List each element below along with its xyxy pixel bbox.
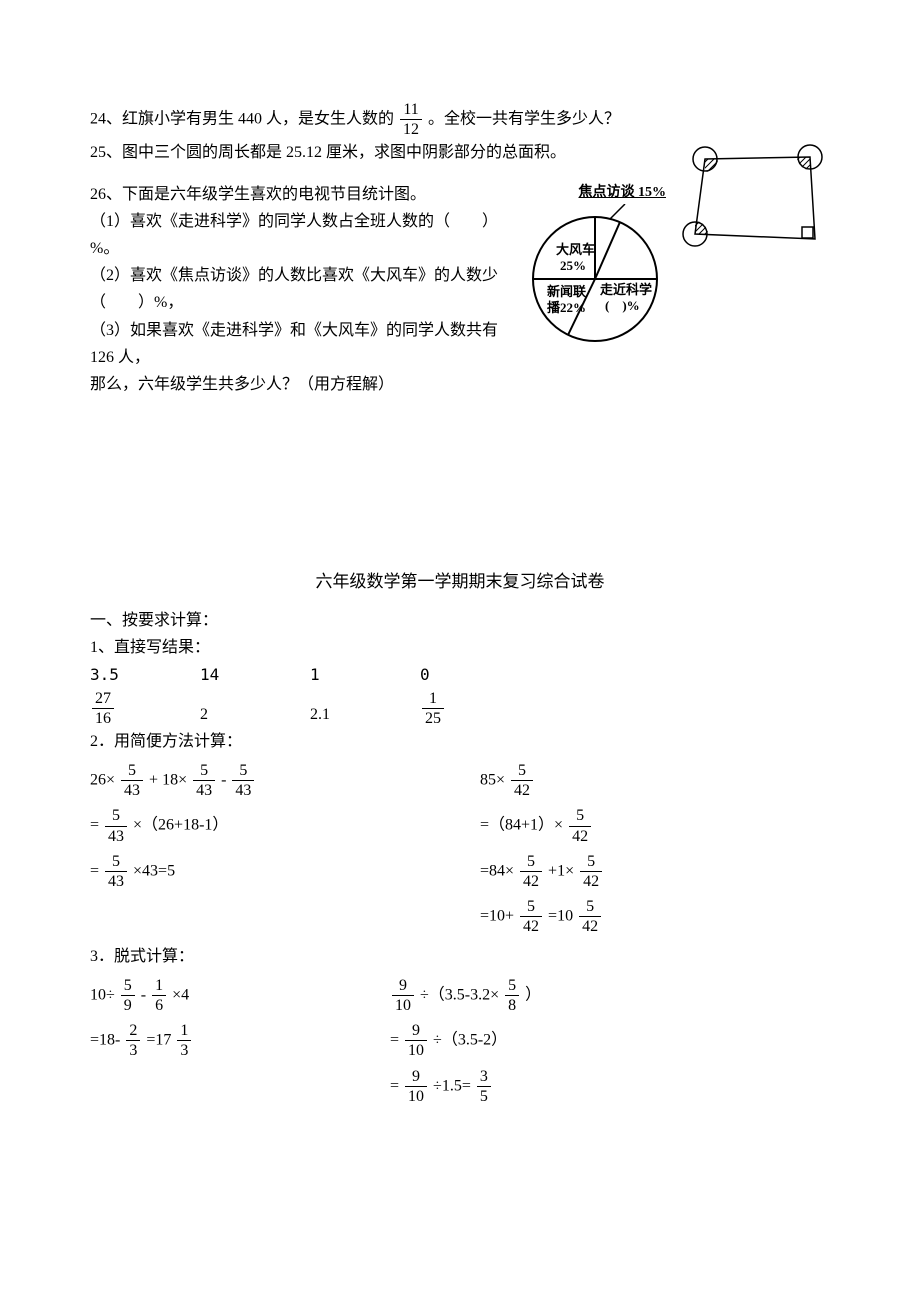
pie-title: 焦点访谈 15% bbox=[579, 185, 667, 200]
s2l-2: = 543 ×（26+18-1） bbox=[90, 806, 480, 845]
direct-row2: 2716 2 2.1 125 bbox=[90, 689, 830, 728]
direct-row1: 3.5 14 1 0 bbox=[90, 661, 830, 688]
ans-a: 3.5 bbox=[90, 661, 200, 688]
sec3-right: 910 ÷（3.5-3.2× 58 ） = 910 ÷（3.5-2） = 910… bbox=[390, 970, 830, 1112]
ans2-b: 2 bbox=[200, 689, 310, 728]
sec2-left: 26× 543 + 18× 543 - 543 = 543 ×（26+18-1）… bbox=[90, 755, 480, 943]
q24-fraction: 11 12 bbox=[400, 100, 422, 139]
ans-d: 0 bbox=[420, 661, 530, 688]
sec1-head: 一、按要求计算： bbox=[90, 607, 830, 634]
ans2-c: 2.1 bbox=[310, 689, 420, 728]
sec3-left: 10÷ 59 - 16 ×4 =18- 23 =17 13 bbox=[90, 970, 390, 1112]
sec1-1: 1、直接写结果： bbox=[90, 634, 830, 661]
sec2-head: 2．用简便方法计算： bbox=[90, 728, 830, 755]
ans2-d: 125 bbox=[420, 689, 530, 728]
ans2-a: 2716 bbox=[90, 689, 200, 728]
s3r-2: = 910 ÷（3.5-2） bbox=[390, 1021, 830, 1060]
pie-zjkx-val: ( )% bbox=[605, 298, 640, 313]
q26-p3a: （3）如果喜欢《走进科学》和《大风车》的同学人数共有 126 人， bbox=[90, 317, 830, 371]
q25-figure bbox=[680, 139, 830, 259]
q24-prefix: 24、红旗小学有男生 440 人，是女生人数的 bbox=[90, 110, 394, 127]
q24-suffix: 。全校一共有学生多少人？ bbox=[428, 110, 620, 127]
sec3-body: 10÷ 59 - 16 ×4 =18- 23 =17 13 910 ÷（3.5-… bbox=[90, 970, 830, 1112]
sec2-body: 26× 543 + 18× 543 - 543 = 543 ×（26+18-1）… bbox=[90, 755, 830, 943]
s3l-2: =18- 23 =17 13 bbox=[90, 1021, 390, 1060]
question-24: 24、红旗小学有男生 440 人，是女生人数的 11 12 。全校一共有学生多少… bbox=[90, 100, 830, 139]
q25-text: 25、图中三个圆的周长都是 25.12 厘米，求图中阴影部分的总面积。 bbox=[90, 144, 566, 161]
s2l-1: 26× 543 + 18× 543 - 543 bbox=[90, 761, 480, 800]
s3r-3: = 910 ÷1.5= 35 bbox=[390, 1067, 830, 1106]
section-title: 六年级数学第一学期期末复习综合试卷 bbox=[90, 568, 830, 597]
s2r-2: =（84+1）× 542 bbox=[480, 806, 830, 845]
s2l-3: = 543 ×43=5 bbox=[90, 852, 480, 891]
pie-dfc-label: 大风车 bbox=[556, 242, 595, 257]
s2r-3: =84× 542 +1× 542 bbox=[480, 852, 830, 891]
q26-pie: 焦点访谈 15% 大风车 25% 新闻联 播22% 走近科学 ( )% bbox=[520, 181, 670, 355]
s3r-1: 910 ÷（3.5-3.2× 58 ） bbox=[390, 976, 830, 1015]
q26-p3b: 那么，六年级学生共多少人？（用方程解） bbox=[90, 371, 830, 398]
sec2-right: 85× 542 =（84+1）× 542 =84× 542 +1× 542 =1… bbox=[480, 755, 830, 943]
ans-b: 14 bbox=[200, 661, 310, 688]
q26-p2: （2）喜欢《焦点访谈》的人数比喜欢《大风车》的人数少（ ）%， bbox=[90, 262, 830, 316]
pie-dfc-val: 25% bbox=[560, 258, 586, 273]
pie-xwlb1: 新闻联 bbox=[547, 284, 586, 299]
pie-zjkx-label: 走近科学 bbox=[600, 282, 652, 297]
pie-xwlb2: 播22% bbox=[547, 300, 586, 315]
s2r-4: =10+ 542 =10 542 bbox=[480, 897, 830, 936]
s3l-1: 10÷ 59 - 16 ×4 bbox=[90, 976, 390, 1015]
s2r-1: 85× 542 bbox=[480, 761, 830, 800]
ans-c: 1 bbox=[310, 661, 420, 688]
sec3-head: 3．脱式计算： bbox=[90, 943, 830, 970]
